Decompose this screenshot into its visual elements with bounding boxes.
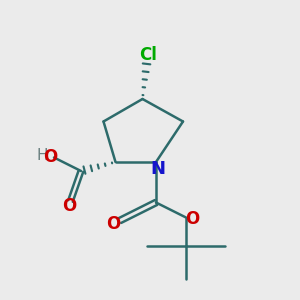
Text: Cl: Cl [140,46,158,64]
Text: O: O [106,215,121,233]
Text: H: H [36,148,48,163]
Text: N: N [150,160,165,178]
Text: O: O [43,148,58,166]
Text: O: O [185,210,200,228]
Text: O: O [62,197,76,215]
